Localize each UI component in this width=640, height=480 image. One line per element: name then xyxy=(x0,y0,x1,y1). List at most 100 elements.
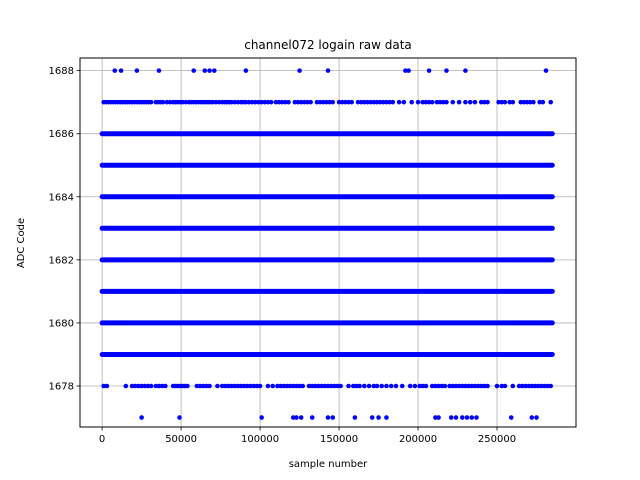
point-1678 xyxy=(393,383,399,389)
point-1678 xyxy=(346,383,351,389)
point-1687 xyxy=(540,99,546,105)
point-1678 xyxy=(265,383,271,389)
point-1678 xyxy=(197,383,203,389)
point-1678 xyxy=(366,383,372,389)
point-1687 xyxy=(308,99,313,105)
point-1688 xyxy=(207,68,212,73)
point-1687 xyxy=(456,99,462,105)
point-1678 xyxy=(354,383,359,389)
point-1678 xyxy=(532,383,538,389)
x-axis-label: sample number xyxy=(289,459,368,470)
point-1687 xyxy=(426,99,432,105)
point-1678 xyxy=(384,383,389,389)
data-points xyxy=(99,68,555,420)
point-1678 xyxy=(499,383,505,389)
point-1678 xyxy=(407,383,413,389)
point-1687 xyxy=(387,99,392,105)
point-1678 xyxy=(136,383,141,389)
point-1687 xyxy=(273,99,279,105)
point-1687 xyxy=(384,99,389,105)
point-1677 xyxy=(448,415,454,420)
point-1688 xyxy=(463,68,468,73)
point-1677 xyxy=(139,415,144,420)
point-1677 xyxy=(369,415,375,420)
point-1678 xyxy=(459,383,465,389)
point-1678 xyxy=(388,383,394,389)
point-1687 xyxy=(327,99,332,105)
point-1687 xyxy=(510,99,516,105)
point-1678 xyxy=(423,383,429,389)
point-1678 xyxy=(200,383,206,389)
point-1677 xyxy=(453,415,459,420)
point-1678 xyxy=(238,383,244,389)
point-1687 xyxy=(531,99,536,105)
point-1678 xyxy=(278,383,283,389)
point-1678 xyxy=(123,383,129,389)
point-1687 xyxy=(279,99,285,105)
x-tick-label: 200000 xyxy=(399,434,437,445)
point-1687 xyxy=(213,99,219,105)
point-1687 xyxy=(401,99,407,105)
point-1678 xyxy=(194,383,200,389)
point-1687 xyxy=(243,99,249,105)
point-1678 xyxy=(338,383,343,389)
point-1678 xyxy=(399,383,405,389)
point-1678 xyxy=(478,383,484,389)
x-tick-label: 50000 xyxy=(165,434,197,445)
point-1677 xyxy=(376,415,381,420)
point-1678 xyxy=(412,383,418,389)
point-1687 xyxy=(437,99,443,105)
point-1687 xyxy=(450,99,456,105)
point-1678 xyxy=(362,383,367,389)
point-1678 xyxy=(313,383,318,389)
point-1678 xyxy=(516,383,522,389)
point-1687 xyxy=(276,99,282,105)
point-1677 xyxy=(464,415,470,420)
point-1677 xyxy=(384,415,389,420)
point-1687 xyxy=(496,99,501,105)
point-1688 xyxy=(543,68,549,73)
point-1687 xyxy=(467,99,473,105)
point-1687 xyxy=(485,99,490,105)
point-1687 xyxy=(390,99,396,105)
x-tick-label: 150000 xyxy=(320,434,358,445)
point-1678 xyxy=(542,383,547,389)
point-1678 xyxy=(245,383,250,389)
point-1677 xyxy=(474,415,479,420)
point-1687 xyxy=(330,99,336,105)
point-1677 xyxy=(177,415,182,420)
point-1687 xyxy=(283,99,288,105)
point-1677 xyxy=(325,415,331,420)
point-1678 xyxy=(475,383,481,389)
x-tick-label: 250000 xyxy=(478,434,516,445)
plot-frame xyxy=(79,57,577,428)
point-1677 xyxy=(298,415,304,420)
point-1687 xyxy=(502,99,508,105)
point-1678 xyxy=(142,383,148,389)
point-1687 xyxy=(374,99,380,105)
point-1678 xyxy=(469,383,475,389)
point-1687 xyxy=(253,99,258,105)
point-1678 xyxy=(287,383,293,389)
point-1687 xyxy=(420,99,426,105)
y-tick-label: 1686 xyxy=(49,129,74,140)
point-1678 xyxy=(417,383,422,389)
point-1678 xyxy=(429,383,435,389)
point-1687 xyxy=(349,99,354,105)
y-tick-label: 1680 xyxy=(49,318,74,329)
point-1687 xyxy=(320,99,326,105)
point-1688 xyxy=(211,68,217,73)
point-1677 xyxy=(459,415,465,420)
point-1687 xyxy=(429,99,435,105)
point-1678 xyxy=(439,383,445,389)
point-1678 xyxy=(453,383,459,389)
point-1678 xyxy=(104,383,110,389)
point-1678 xyxy=(139,383,144,389)
point-1678 xyxy=(328,383,334,389)
point-1688 xyxy=(118,68,124,73)
point-1678 xyxy=(482,383,487,389)
point-1688 xyxy=(297,68,302,73)
point-1678 xyxy=(101,383,106,389)
